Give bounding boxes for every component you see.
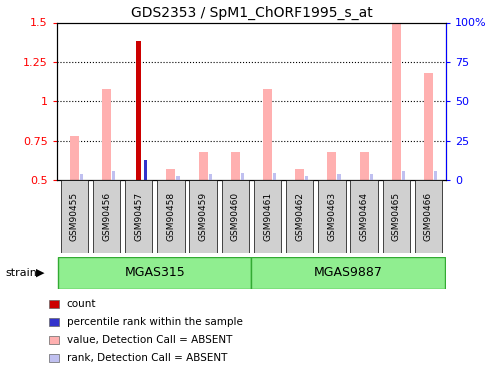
Bar	[176, 176, 179, 180]
Bar	[402, 171, 405, 180]
Text: GSM90457: GSM90457	[134, 192, 143, 241]
Bar	[199, 152, 208, 180]
Text: value, Detection Call = ABSENT: value, Detection Call = ABSENT	[67, 335, 232, 345]
Bar	[231, 152, 240, 180]
Bar	[305, 176, 309, 180]
Title: GDS2353 / SpM1_ChORF1995_s_at: GDS2353 / SpM1_ChORF1995_s_at	[131, 6, 372, 20]
Bar	[80, 174, 83, 180]
FancyBboxPatch shape	[318, 180, 346, 253]
FancyBboxPatch shape	[351, 180, 378, 253]
Bar	[337, 174, 341, 180]
Bar	[273, 173, 276, 180]
Text: GSM90460: GSM90460	[231, 192, 240, 241]
FancyBboxPatch shape	[189, 180, 217, 253]
Bar	[424, 73, 433, 180]
Text: ▶: ▶	[35, 268, 44, 278]
Text: percentile rank within the sample: percentile rank within the sample	[67, 317, 243, 327]
Text: rank, Detection Call = ABSENT: rank, Detection Call = ABSENT	[67, 353, 227, 363]
Bar	[263, 88, 272, 180]
Text: MGAS9887: MGAS9887	[314, 266, 383, 279]
Text: GSM90455: GSM90455	[70, 192, 79, 241]
Text: GSM90459: GSM90459	[199, 192, 208, 241]
Text: count: count	[67, 299, 96, 309]
Text: GSM90463: GSM90463	[327, 192, 336, 241]
Bar	[144, 160, 147, 180]
Bar	[434, 171, 437, 180]
FancyBboxPatch shape	[415, 180, 442, 253]
Text: MGAS315: MGAS315	[125, 266, 185, 279]
Bar	[70, 136, 79, 180]
FancyBboxPatch shape	[286, 180, 314, 253]
FancyBboxPatch shape	[125, 180, 152, 253]
Bar	[209, 174, 212, 180]
FancyBboxPatch shape	[383, 180, 410, 253]
Bar	[102, 88, 111, 180]
Bar	[392, 22, 401, 180]
Bar	[241, 173, 244, 180]
Text: GSM90466: GSM90466	[424, 192, 433, 241]
Bar	[136, 41, 141, 180]
Text: GSM90456: GSM90456	[102, 192, 111, 241]
Bar	[112, 171, 115, 180]
Text: strain: strain	[5, 268, 37, 278]
FancyBboxPatch shape	[93, 180, 120, 253]
FancyBboxPatch shape	[157, 180, 185, 253]
FancyBboxPatch shape	[254, 180, 281, 253]
Text: GSM90462: GSM90462	[295, 192, 304, 241]
Text: GSM90465: GSM90465	[392, 192, 401, 241]
Bar	[295, 169, 304, 180]
Text: GSM90458: GSM90458	[167, 192, 176, 241]
FancyBboxPatch shape	[222, 180, 249, 253]
Text: GSM90464: GSM90464	[359, 192, 369, 241]
Bar	[167, 169, 176, 180]
FancyBboxPatch shape	[58, 257, 251, 289]
Bar	[359, 152, 369, 180]
Bar	[327, 152, 336, 180]
FancyBboxPatch shape	[61, 180, 88, 253]
Text: GSM90461: GSM90461	[263, 192, 272, 241]
Bar	[370, 174, 373, 180]
FancyBboxPatch shape	[251, 257, 445, 289]
